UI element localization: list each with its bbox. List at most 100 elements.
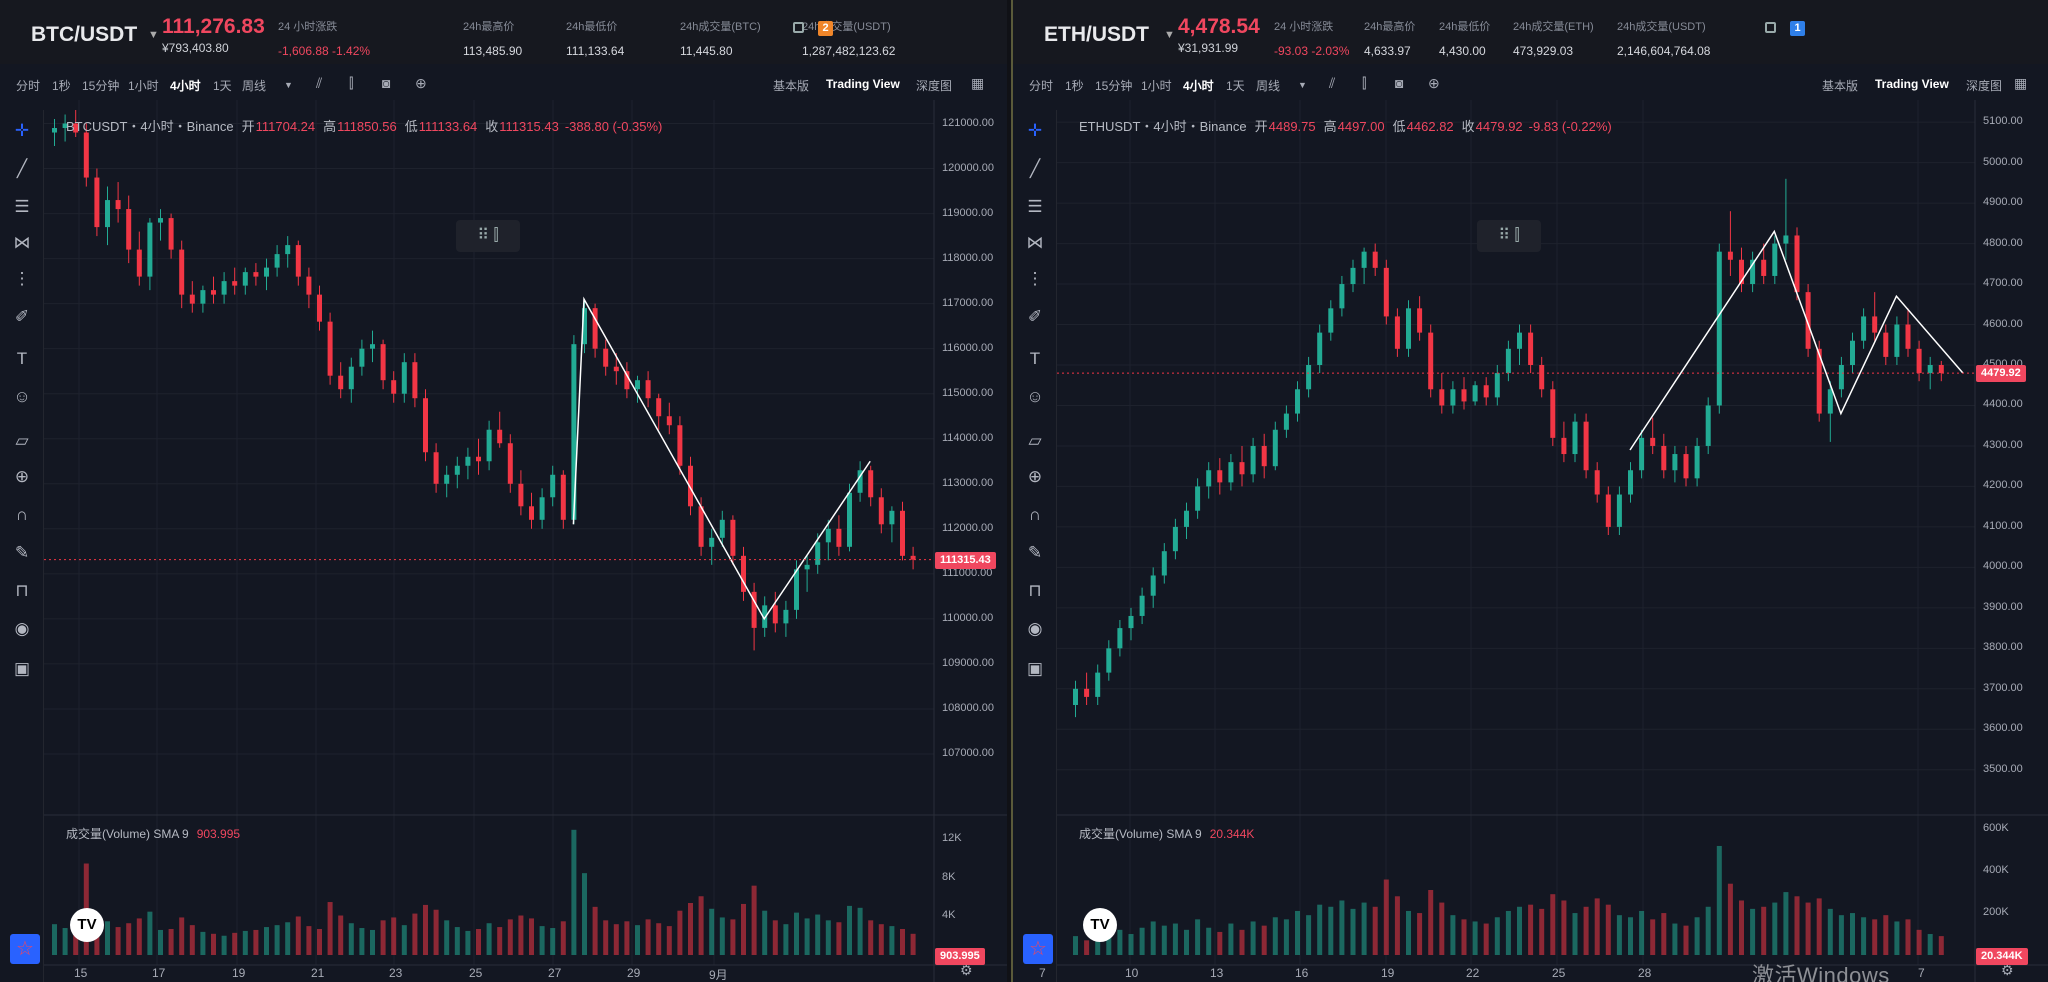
view-0[interactable]: 基本版 [773, 79, 810, 93]
trendline-icon[interactable]: ╱ [16, 159, 28, 178]
lock-icon[interactable]: ⊓ [1028, 581, 1042, 600]
interval-4[interactable]: 4小时 [170, 79, 201, 93]
trendline-icon[interactable]: ╱ [1029, 159, 1041, 178]
view-1[interactable]: Trading View [1875, 77, 1949, 91]
lock-icon[interactable]: ⊓ [15, 581, 29, 600]
pencil-lock-icon[interactable]: ✎ [14, 543, 30, 562]
price-chart[interactable]: 121000.00 120000.00 119000.00 118000.00 1170… [10, 100, 1007, 982]
symbol-dropdown-icon[interactable]: ▼ [1164, 29, 1175, 41]
measure-icon[interactable]: ⋮ [13, 269, 31, 288]
add-icon[interactable]: ⊕ [415, 75, 427, 91]
volume-bar [200, 931, 206, 955]
brush-icon[interactable]: ✐ [14, 307, 30, 326]
candle [741, 546, 746, 601]
pencil-lock-icon[interactable]: ✎ [1027, 543, 1043, 562]
interval-6[interactable]: 周线 [1256, 79, 1281, 93]
pattern-icon[interactable]: ⋈ [1026, 233, 1044, 252]
interval-1[interactable]: 1秒 [1065, 79, 1084, 93]
measure-icon[interactable]: ⋮ [1026, 269, 1044, 288]
indicator-icon[interactable]: ⫽ [1329, 75, 1336, 91]
trash-icon[interactable]: ▣ [1026, 659, 1044, 678]
interval-2[interactable]: 15分钟 [1095, 79, 1133, 93]
symbol-title[interactable]: BTC/USDT [31, 23, 138, 46]
eye-icon[interactable]: ◉ [1027, 619, 1043, 638]
snapshot-icon[interactable]: ◙ [382, 75, 391, 91]
emoji-icon[interactable]: ☺ [1026, 387, 1044, 406]
candle [1616, 486, 1622, 535]
view-0[interactable]: 基本版 [1822, 79, 1859, 93]
y-tick-label: 117000.00 [942, 296, 994, 309]
interval-3[interactable]: 1小时 [1141, 79, 1172, 93]
view-2[interactable]: 深度图 [916, 79, 953, 93]
crosshair-icon[interactable]: ✛ [1027, 121, 1043, 140]
lock-icon[interactable] [1765, 22, 1776, 33]
zoom-in-icon[interactable]: ⊕ [14, 467, 30, 486]
tradingview-logo[interactable]: TV [1083, 908, 1117, 942]
legend-c: 111315.43 [499, 119, 559, 134]
volume-bar [1550, 894, 1556, 955]
crosshair-icon[interactable]: ✛ [14, 121, 30, 140]
pattern-icon[interactable]: ⋈ [13, 233, 31, 252]
alert-badge[interactable]: 1 [1790, 21, 1805, 36]
settings-gear-icon[interactable]: ⚙ [2001, 962, 2014, 978]
ruler-icon[interactable]: ▱ [15, 431, 29, 450]
magnet-icon[interactable]: ∩ [1028, 505, 1042, 524]
interval-6[interactable]: 周线 [242, 79, 267, 93]
fib-icon[interactable]: ☰ [14, 197, 30, 216]
ruler-icon[interactable]: ▱ [1028, 431, 1042, 450]
view-1[interactable]: Trading View [826, 77, 900, 91]
text-icon[interactable]: T [16, 349, 28, 368]
symbol-title[interactable]: ETH/USDT [1044, 23, 1149, 46]
favorite-star-icon[interactable]: ☆ [10, 934, 40, 964]
interval-5[interactable]: 1天 [1226, 79, 1245, 93]
interval-0[interactable]: 分时 [1029, 79, 1054, 93]
tradingview-logo[interactable]: TV [70, 908, 104, 942]
price-chart[interactable]: 5100.00 5000.00 4900.00 4800.00 4700.00 4600.… [1023, 100, 2048, 982]
legend-h_label: 高 [1323, 119, 1337, 134]
emoji-icon[interactable]: ☺ [13, 387, 31, 406]
layout-grid-icon[interactable]: ▦ [2014, 75, 2028, 91]
favorite-star-icon[interactable]: ☆ [1023, 934, 1053, 964]
zigzag-drawing[interactable] [1629, 229, 1964, 451]
zigzag-drawing[interactable] [572, 296, 871, 621]
interval-dropdown-icon[interactable]: ▼ [284, 80, 293, 90]
layout-grid-icon[interactable]: ▦ [971, 75, 985, 91]
legend-chg: -388.80 (-0.35%) [564, 119, 663, 134]
candle [147, 218, 153, 291]
settings-gear-icon[interactable]: ⚙ [960, 962, 973, 978]
floating-toolbox[interactable]: ⠿ ⫿ [456, 220, 520, 252]
interval-5[interactable]: 1天 [213, 79, 232, 93]
fib-icon[interactable]: ☰ [1027, 197, 1043, 216]
volume-bar [1716, 845, 1722, 955]
interval-2[interactable]: 15分钟 [82, 79, 120, 93]
alert-badge[interactable]: 2 [818, 21, 833, 36]
candle [476, 438, 481, 475]
interval-0[interactable]: 分时 [16, 79, 41, 93]
candle [1783, 178, 1789, 260]
lock-icon[interactable] [793, 22, 804, 33]
candle-type-icon[interactable]: ⫿ [1362, 75, 1367, 91]
candle-type-icon[interactable]: ⫿ [349, 75, 354, 91]
legend-l: 111133.64 [418, 119, 478, 134]
volume-bar [688, 903, 693, 955]
candle [1461, 377, 1467, 410]
brush-icon[interactable]: ✐ [1027, 307, 1043, 326]
symbol-dropdown-icon[interactable]: ▼ [148, 29, 159, 41]
zoom-in-icon[interactable]: ⊕ [1027, 467, 1043, 486]
candle [433, 443, 439, 493]
eye-icon[interactable]: ◉ [14, 619, 30, 638]
view-2[interactable]: 深度图 [1966, 79, 2003, 93]
volume-bar [900, 929, 905, 955]
add-icon[interactable]: ⊕ [1428, 75, 1440, 91]
indicator-icon[interactable]: ⫽ [316, 75, 323, 91]
interval-3[interactable]: 1小时 [128, 79, 159, 93]
snapshot-icon[interactable]: ◙ [1395, 75, 1404, 91]
text-icon[interactable]: T [1029, 349, 1041, 368]
interval-1[interactable]: 1秒 [52, 79, 71, 93]
floating-toolbox[interactable]: ⠿ ⫿ [1477, 220, 1541, 252]
interval-dropdown-icon[interactable]: ▼ [1298, 80, 1307, 90]
interval-4[interactable]: 4小时 [1183, 79, 1214, 93]
magnet-icon[interactable]: ∩ [15, 505, 29, 524]
trash-icon[interactable]: ▣ [13, 659, 31, 678]
candle [1361, 247, 1367, 285]
